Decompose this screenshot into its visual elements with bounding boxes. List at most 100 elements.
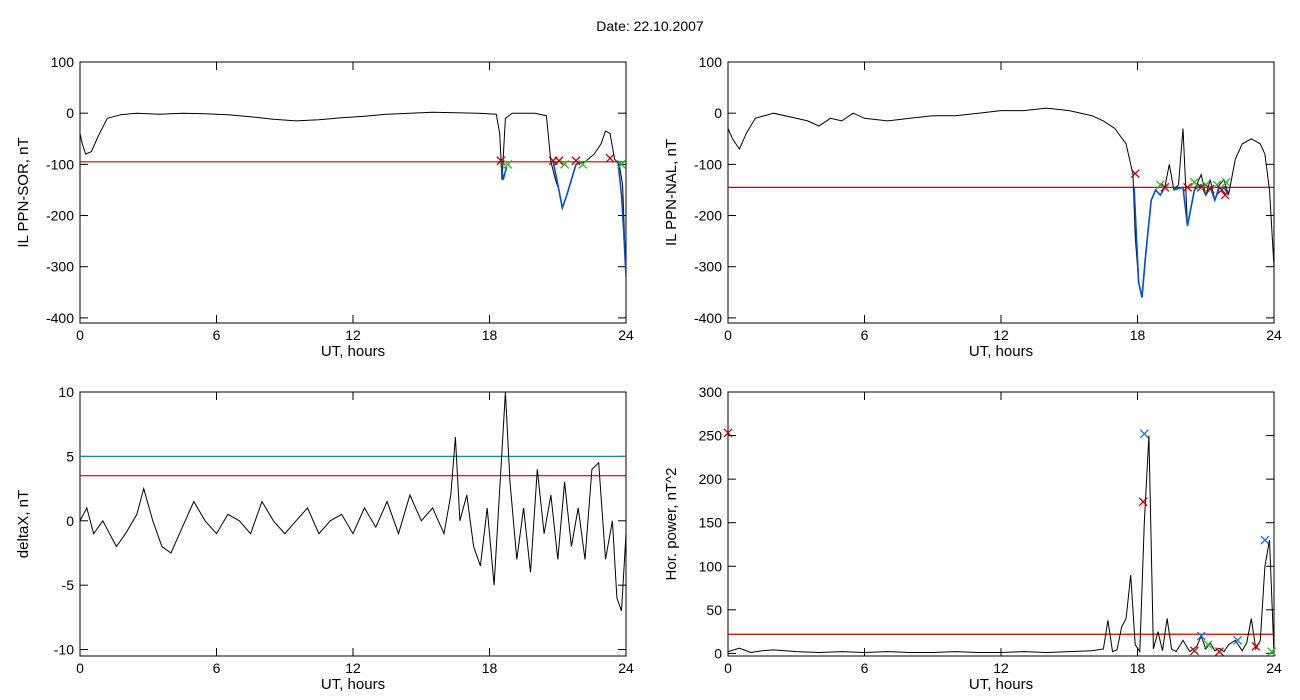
x-axis-label: UT, hours [321,676,385,693]
x-tick-label: 6 [213,660,221,676]
plot-frame [727,391,1275,657]
plot-frame [79,391,627,657]
y-tick-label: -400 [694,310,722,326]
event-marker [560,159,570,169]
y-tick-label: 0 [66,513,74,529]
data-line [728,435,1274,654]
x-tick-label: 0 [724,327,732,343]
x-tick-label: 6 [861,327,869,343]
event-marker [1267,647,1277,657]
event-marker [1221,177,1231,187]
event-marker [1203,640,1213,650]
data-line [80,392,626,612]
y-tick-label: 100 [699,558,723,574]
event-marker [605,153,615,163]
x-tick-label: 24 [1266,327,1282,343]
panel-il-ppn-nal: 0 6 12 18 24 100 0 -100 -200 -300 -400 UT, hours IL … [663,54,1282,360]
event-marker [1196,182,1206,192]
event-marker [1189,177,1199,187]
event-marker [1233,635,1243,645]
x-tick-label: 18 [482,660,498,676]
panel-hor-power: 0 6 12 18 24 300 250 200 150 100 50 0 UT, hours Hor. … [663,384,1282,693]
x-tick-label: 6 [861,660,869,676]
event-marker [723,428,733,438]
y-axis-label: Hor. power, nT^2 [663,468,680,581]
plot-frame [727,61,1275,324]
highlight-segment [552,161,581,211]
y-tick-label: -10 [54,642,74,658]
y-tick-label: 5 [66,448,74,464]
y-tick-label: 0 [66,105,74,121]
x-tick-label: 12 [993,327,1009,343]
event-marker [1260,535,1270,545]
y-tick-label: 0 [714,645,722,661]
panel-deltax: 0 6 12 18 24 10 5 0 -5 -10 UT, hours deltaX, nT [15,384,634,693]
y-tick-label: -300 [46,259,74,275]
event-marker [1205,184,1215,194]
event-marker [1189,646,1199,656]
y-axis-label: IL PPN-SOR, nT [15,137,32,247]
x-tick-label: 0 [76,327,84,343]
y-tick-label: 50 [706,602,722,618]
event-marker [1214,647,1224,657]
y-tick-label: -100 [694,156,722,172]
x-tick-label: 12 [345,660,361,676]
event-marker [1251,641,1261,651]
highlight-segment [1133,186,1166,298]
highlight-segment [500,161,508,180]
event-marker [503,159,513,169]
event-marker [616,159,626,169]
y-tick-label: -100 [46,156,74,172]
event-marker [496,156,506,166]
panel-il-ppn-sor: 0 6 12 18 24 100 0 -100 -200 -300 -400 UT, hours IL … [15,54,634,360]
y-tick-label: -200 [694,208,722,224]
y-tick-label: -300 [694,259,722,275]
x-tick-label: 12 [993,660,1009,676]
y-tick-label: 250 [699,428,723,444]
event-marker [1217,185,1227,195]
x-axis-label: UT, hours [969,676,1033,693]
y-tick-label: 100 [51,54,75,70]
page-title: Date: 22.10.2007 [596,18,704,34]
y-axis-label: deltaX, nT [15,490,32,558]
x-tick-label: 18 [1130,327,1146,343]
x-tick-label: 0 [724,660,732,676]
data-line [80,111,626,277]
x-tick-label: 6 [213,327,221,343]
x-tick-label: 24 [1266,660,1282,676]
x-axis-label: UT, hours [321,343,385,360]
event-marker [1160,182,1170,192]
event-marker [1130,169,1140,179]
x-tick-label: 24 [618,327,634,343]
event-marker [578,159,588,169]
x-tick-label: 24 [618,660,634,676]
y-tick-label: 200 [699,471,723,487]
highlight-segment [1173,183,1230,226]
y-tick-label: 150 [699,515,723,531]
x-tick-label: 12 [345,327,361,343]
x-tick-label: 0 [76,660,84,676]
x-axis-label: UT, hours [969,343,1033,360]
y-tick-label: -5 [62,577,75,593]
event-marker [1139,429,1149,439]
x-tick-label: 18 [482,327,498,343]
x-tick-label: 18 [1130,660,1146,676]
plot-frame [79,61,627,324]
y-tick-label: 100 [699,54,723,70]
event-marker [1138,497,1148,507]
event-marker [554,156,564,166]
y-tick-label: 300 [699,384,723,400]
y-axis-label: IL PPN-NAL, nT [663,139,680,246]
data-line [728,107,1274,298]
event-marker [1183,182,1193,192]
highlight-segment [617,161,626,277]
y-tick-label: 10 [58,384,74,400]
y-tick-label: -400 [46,310,74,326]
y-tick-label: 0 [714,105,722,121]
event-marker [1220,190,1230,200]
event-marker [571,156,581,166]
event-marker [1155,180,1165,190]
event-marker [1196,631,1206,641]
y-tick-label: -200 [46,208,74,224]
